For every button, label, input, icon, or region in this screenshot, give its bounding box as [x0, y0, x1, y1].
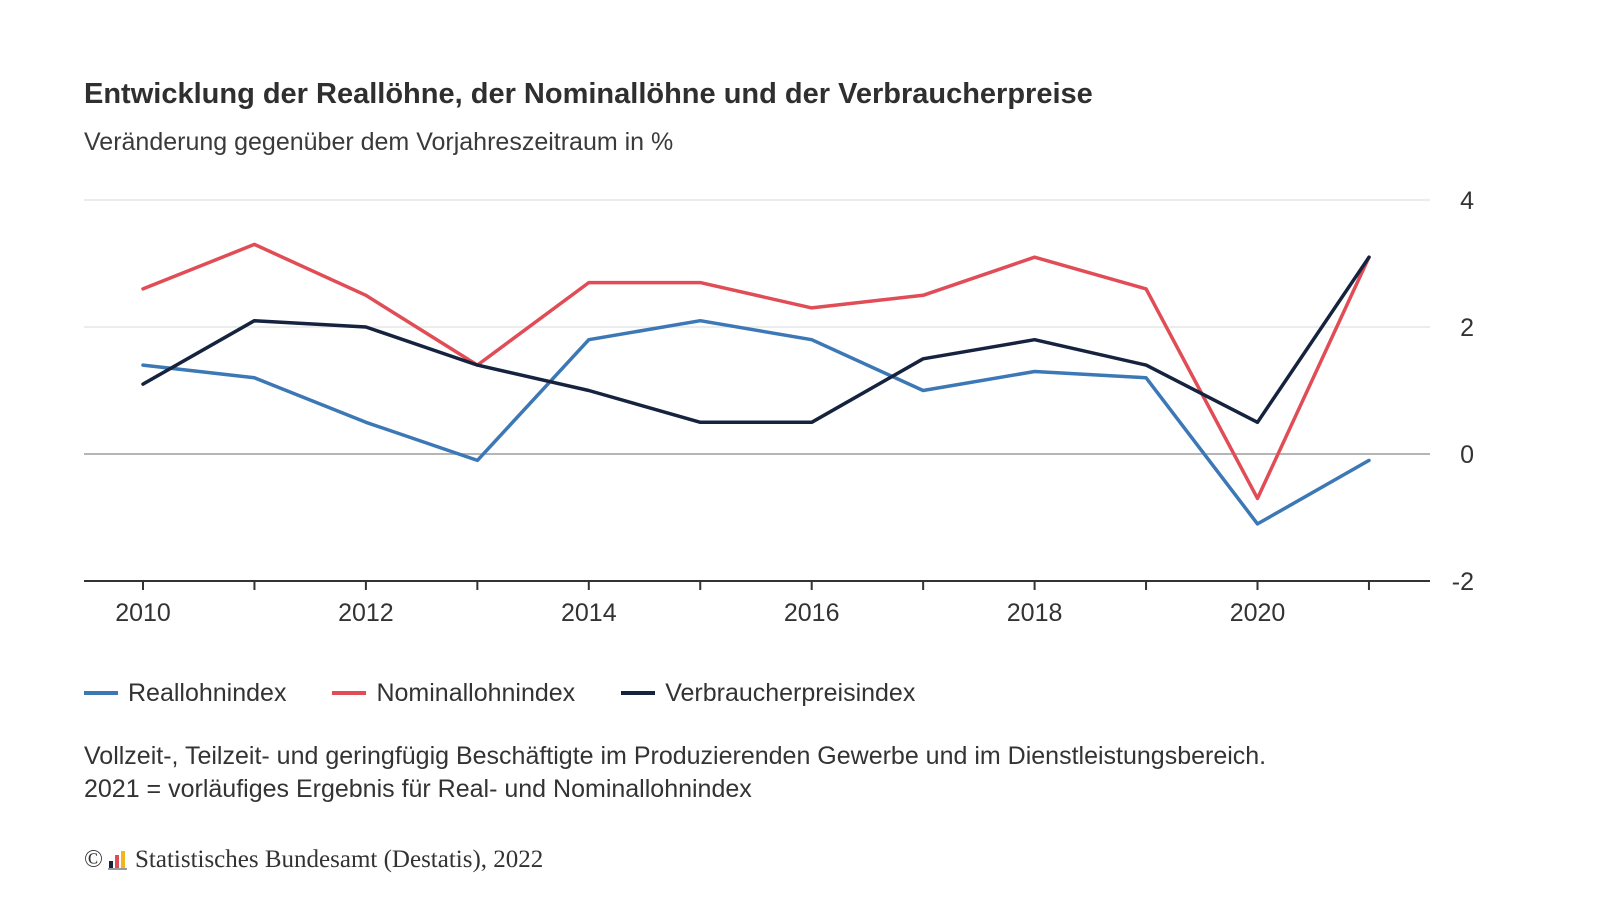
x-axis — [84, 580, 1430, 590]
y-tick-label: -2 — [1452, 568, 1474, 596]
legend-item-nominallohnindex: Nominallohnindex — [332, 679, 575, 708]
x-tick-label: 2020 — [1230, 599, 1286, 627]
gridlines — [84, 199, 1430, 455]
footnote-line-1: Vollzeit-, Teilzeit- und geringfügig Bes… — [84, 742, 1267, 770]
legend: Reallohnindex Nominallohnindex Verbrauch… — [84, 676, 961, 710]
y-tick-label: 2 — [1460, 314, 1474, 342]
source-credit: © Statistisches Bundesamt (Destatis), 20… — [84, 846, 543, 874]
footnote: Vollzeit-, Teilzeit- und geringfügig Bes… — [84, 740, 1266, 806]
footnote-line-2: 2021 = vorläufiges Ergebnis für Real- un… — [84, 775, 752, 803]
legend-item-reallohnindex: Reallohnindex — [84, 679, 286, 708]
legend-swatch-nominallohnindex — [332, 691, 367, 695]
source-text: Statistisches Bundesamt (Destatis), 2022 — [135, 846, 544, 873]
y-axis-tick-labels: 4 2 0 -2 — [1452, 187, 1474, 596]
y-tick-label: 0 — [1460, 441, 1474, 469]
series-line-nominallohnindex — [141, 242, 1371, 501]
legend-label-reallohnindex: Reallohnindex — [128, 678, 287, 707]
legend-item-verbraucherpreisindex: Verbraucherpreisindex — [621, 679, 915, 708]
x-tick-label: 2018 — [1007, 599, 1063, 627]
series-line-reallohnindex — [141, 318, 1371, 526]
destatis-logo-icon — [108, 851, 127, 870]
line-chart: 4 2 0 -2 2010 2012 2014 2016 2018 2020 — [84, 187, 1474, 627]
x-tick-label: 2016 — [784, 599, 840, 627]
chart-subtitle: Veränderung gegenüber dem Vorjahreszeitr… — [84, 128, 674, 156]
x-tick-label: 2012 — [338, 599, 394, 627]
copyright-symbol: © — [84, 846, 103, 873]
series-lines — [141, 242, 1371, 526]
legend-swatch-verbraucherpreisindex — [621, 691, 656, 695]
chart-title: Entwicklung der Reallöhne, der Nominallö… — [84, 78, 1093, 110]
x-tick-label: 2014 — [561, 599, 617, 627]
legend-label-verbraucherpreisindex: Verbraucherpreisindex — [665, 678, 916, 707]
y-tick-label: 4 — [1460, 187, 1474, 215]
legend-swatch-reallohnindex — [84, 691, 118, 695]
x-axis-tick-labels: 2010 2012 2014 2016 2018 2020 — [115, 599, 1285, 627]
series-line-verbraucherpreisindex — [141, 255, 1371, 425]
legend-label-nominallohnindex: Nominallohnindex — [376, 678, 576, 707]
x-tick-label: 2010 — [115, 599, 171, 627]
